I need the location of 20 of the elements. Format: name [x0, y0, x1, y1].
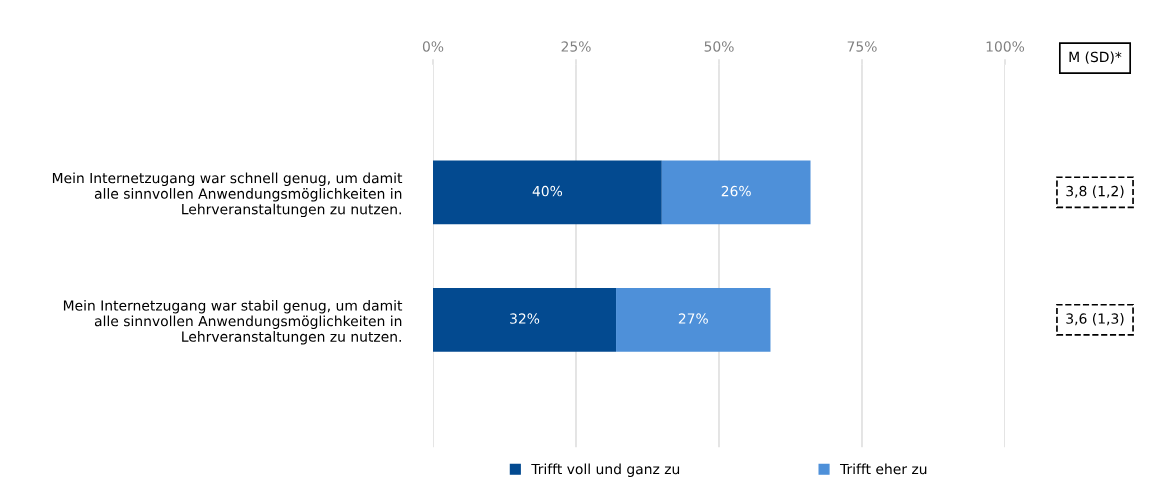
text: M (SD)* [1069, 51, 1122, 64]
y-tick-label: Mein Internetzugang war schnell genug, um damit alle sinnvollen Anwendungsmöglichkeiten in Lehrveranstaltungen zu nutzen. [52, 172, 403, 218]
data-label: 27% [678, 313, 708, 324]
bar [433, 160, 662, 225]
bar [661, 160, 811, 225]
x-tick-label: 50% [704, 41, 734, 52]
x-tick-label: 75% [847, 41, 877, 52]
x-tick-label: 25% [561, 41, 591, 52]
text: 3,8 (1,2) [1066, 185, 1124, 198]
x-tick-label: 100% [986, 41, 1025, 52]
bar [433, 287, 617, 352]
x-tick-label: 0% [422, 41, 444, 52]
data-label: 40% [532, 185, 563, 197]
data-label: 26% [721, 185, 751, 197]
legend-label: Trifft voll und ganz zu [531, 463, 680, 477]
legend-label: Trifft eher zu [839, 463, 927, 475]
text: 3,6 (1,3) [1066, 313, 1124, 326]
y-tick-label: Mein Internetzugang war stabil genug, um damit alle sinnvollen Anwendungsmöglichkeiten in Lehrveranstaltungen zu nutzen. [63, 299, 403, 345]
bar [616, 287, 771, 352]
data-label: 32% [510, 313, 540, 324]
